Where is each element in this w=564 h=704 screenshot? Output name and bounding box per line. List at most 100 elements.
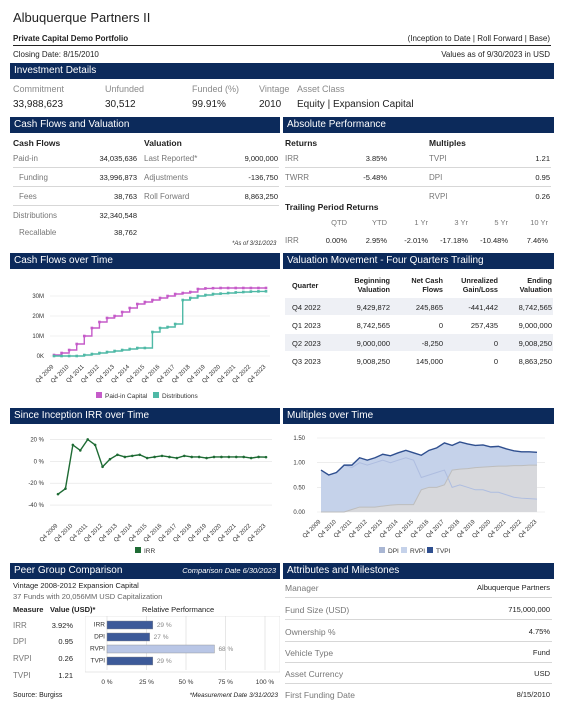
section-title: Multiples over Time: [287, 410, 374, 421]
data-point: [226, 286, 230, 290]
data-point: [241, 286, 245, 290]
data-point: [135, 346, 139, 350]
vintage-label: Vintage: [259, 84, 290, 94]
peer-measurement: *Measurement Date 3/31/2023: [189, 692, 278, 699]
vm-cell: Q1 2023: [292, 321, 321, 330]
data-point: [93, 443, 97, 447]
data-point: [196, 287, 200, 291]
val-label: Roll Forward: [144, 192, 190, 201]
data-point: [151, 298, 154, 302]
cf-value: 34,035,636: [99, 154, 137, 163]
data-point: [116, 453, 119, 457]
vm-cell: 8,863,250: [518, 357, 552, 366]
peer-measure-value: 1.21: [58, 671, 73, 680]
cf-label: Funding: [19, 173, 48, 182]
data-point: [128, 306, 132, 310]
attribute-value: 4.75%: [528, 627, 550, 636]
legend-label: IRR: [144, 548, 156, 555]
y-tick-label: 0.50: [293, 485, 305, 491]
data-point: [153, 455, 156, 459]
funded-label: Funded (%): [192, 84, 240, 94]
y-tick-label: 1.50: [293, 436, 305, 442]
vm-cell: 9,008,250: [356, 357, 390, 366]
multiple-value: 1.21: [535, 154, 550, 163]
trailing-col-header: YTD: [372, 218, 387, 227]
bar-value-label: 27 %: [154, 634, 169, 641]
val-value: -136,750: [248, 173, 278, 182]
data-point: [82, 353, 86, 357]
section-valuation-movement: Valuation Movement - Four Quarters Trail…: [283, 253, 554, 269]
row-divider: [285, 662, 552, 663]
row-divider: [285, 167, 551, 168]
y-tick-label: 30M: [32, 294, 44, 300]
page-subtitle: Private Capital Demo Portfolio: [13, 34, 129, 43]
bar-category-label: TVPI: [91, 658, 106, 665]
data-point: [241, 290, 245, 294]
data-point: [188, 290, 192, 294]
vm-cell: Q3 2023: [292, 357, 321, 366]
data-point: [145, 456, 149, 460]
vm-col-header: Ending Valuation: [519, 276, 552, 294]
peer-measure-label: IRR: [13, 621, 27, 630]
row-divider: [13, 167, 279, 168]
data-point: [143, 346, 147, 350]
area-dpi: [321, 465, 537, 512]
cf-label: Distributions: [13, 211, 58, 220]
vm-cell: Q4 2022: [292, 303, 321, 312]
attribute-label: First Funding Date: [285, 690, 355, 700]
data-point: [135, 302, 139, 306]
data-point: [98, 320, 101, 324]
peer-col-measure: Measure: [13, 605, 44, 614]
data-point: [197, 455, 201, 459]
peer-col-relative: Relative Performance: [142, 605, 215, 614]
peer-measure-label: RVPI: [13, 654, 32, 663]
funded-value: 99.91%: [192, 99, 226, 110]
bar-category-label: RVPI: [90, 646, 105, 653]
attribute-value: Fund: [532, 648, 550, 657]
val-label: Last Reported*: [144, 154, 198, 163]
bar-value-label: 29 %: [157, 658, 172, 665]
x-tick-label: 100 %: [256, 679, 275, 686]
vm-cell: 145,000: [415, 357, 443, 366]
bar: [106, 620, 154, 630]
legend-label: Distributions: [162, 393, 199, 400]
multiple-label: TVPI: [429, 154, 447, 163]
data-point: [264, 286, 268, 290]
data-point: [226, 291, 230, 295]
commitment-label: Commitment: [13, 84, 65, 94]
data-point: [204, 293, 207, 297]
data-point: [67, 348, 71, 352]
data-point: [75, 342, 79, 346]
series-line-rvpi: [320, 457, 538, 500]
section-title: Absolute Performance: [287, 119, 386, 130]
attribute-label: Fund Size (USD): [285, 605, 350, 615]
y-tick-label: -40 %: [28, 503, 44, 509]
data-point: [158, 326, 162, 330]
row-divider: [285, 683, 552, 684]
data-point: [90, 326, 94, 330]
x-tick-label: 75 %: [218, 679, 233, 686]
legend-swatch-paid-in: [96, 392, 102, 398]
multiples-header: Multiples: [429, 138, 466, 148]
cf-value: 38,762: [114, 228, 137, 237]
data-point: [234, 291, 238, 294]
data-point: [249, 286, 253, 290]
legend-swatch-rvpi: [401, 547, 407, 553]
y-tick-label: 0 %: [34, 459, 45, 465]
data-point: [257, 286, 260, 290]
section-multiples-over-time: Multiples over Time: [283, 408, 554, 424]
section-irr-over-time: Since Inception IRR over Time: [10, 408, 280, 424]
trailing-col-header: 5 Yr: [494, 218, 508, 227]
vm-col-header: Net Cash Flows: [411, 276, 443, 294]
row-divider: [13, 205, 279, 206]
trailing-col-header: QTD: [331, 218, 347, 227]
peer-measure-label: DPI: [13, 637, 27, 646]
vm-cell: 8,742,565: [356, 321, 390, 330]
data-point: [120, 310, 124, 314]
y-tick-label: 20M: [32, 314, 44, 320]
bar-category-label: IRR: [94, 622, 106, 629]
multiple-value: 0.95: [535, 173, 550, 182]
vm-col-header: Beginning Valuation: [354, 276, 390, 294]
data-point: [113, 314, 116, 318]
legend-label: TVPI: [436, 548, 451, 555]
